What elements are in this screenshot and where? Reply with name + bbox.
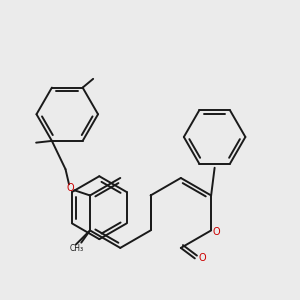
Text: O: O [199, 254, 206, 263]
Text: O: O [213, 227, 220, 237]
Text: O: O [67, 184, 75, 194]
Text: CH₃: CH₃ [70, 244, 84, 253]
